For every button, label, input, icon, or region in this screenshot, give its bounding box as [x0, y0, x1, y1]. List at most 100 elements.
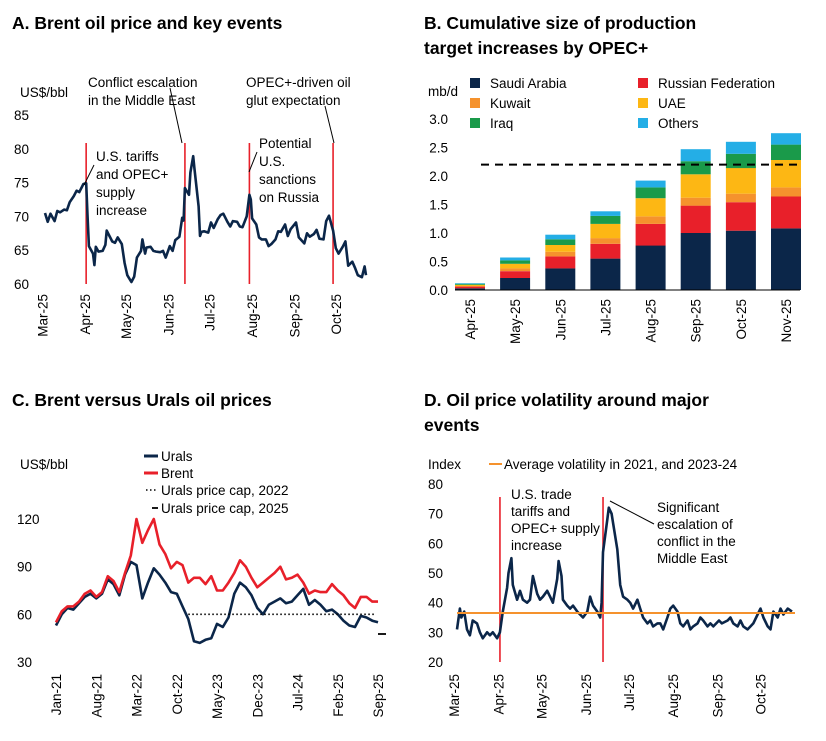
legend-label: Russian Federation — [658, 76, 775, 91]
x-tick-label: May-25 — [508, 299, 523, 344]
y-tick-label: 30 — [428, 625, 443, 640]
panel-b-title-line-1: B. Cumulative size of production — [424, 13, 696, 33]
bar-segment-saudi-arabia — [635, 245, 666, 290]
bar-segment-russian-federation — [545, 256, 576, 269]
x-tick-label: May-25 — [534, 674, 549, 719]
x-tick-label: Sep-25 — [711, 674, 726, 718]
panel-a-y-ticks: 60 65 70 75 80 85 — [14, 108, 29, 292]
annotation-line: increase — [511, 538, 562, 553]
legend-swatch — [470, 78, 480, 88]
legend-label: Urals price cap, 2022 — [161, 483, 289, 498]
panel-a-series — [43, 154, 368, 284]
panel-c-title: C. Brent versus Urals oil prices — [12, 390, 272, 410]
y-tick-label: 80 — [428, 477, 443, 492]
annotation-line: and OPEC+ — [96, 167, 169, 182]
annotation-line: sanctions — [259, 172, 316, 187]
panel-c: C. Brent versus Urals oil prices US$/bbl… — [12, 390, 386, 719]
x-tick-label: Aug-25 — [245, 294, 260, 338]
annotation-pointer — [169, 87, 183, 144]
bar-segment-russian-federation — [455, 286, 485, 289]
x-tick-label: Jul-25 — [622, 674, 637, 711]
legend-label: Brent — [161, 466, 194, 481]
panel-c-y-axis-label: US$/bbl — [20, 457, 68, 472]
brent-price-line — [43, 154, 368, 284]
y-tick-label: 0.0 — [429, 283, 448, 298]
annotation-pointer — [83, 164, 95, 186]
annotation-pointer — [609, 500, 655, 525]
annotation-line: OPEC+-driven oil — [246, 75, 351, 90]
y-tick-label: 65 — [14, 243, 29, 258]
annotation-line: increase — [96, 203, 147, 218]
annotation-line: U.S. tariffs — [96, 149, 159, 164]
panel-d-legend: Average volatility in 2021, and 2023-24 — [489, 457, 738, 472]
bar-segment-saudi-arabia — [545, 268, 576, 290]
bar-segment-iraq — [455, 283, 485, 285]
x-tick-label: Aug-25 — [644, 299, 659, 343]
annotation-pointer — [248, 151, 258, 173]
bar-segment-saudi-arabia — [455, 288, 485, 290]
y-tick-label: 90 — [17, 560, 32, 575]
bar-segment-kuwait — [455, 286, 485, 287]
y-tick-label: 30 — [17, 655, 32, 670]
panel-b-y-ticks: 0.0 0.5 1.0 1.5 2.0 2.5 3.0 — [429, 112, 448, 298]
bar-segment-russian-federation — [680, 205, 711, 233]
x-tick-label: Feb-25 — [331, 674, 346, 717]
bar-segment-kuwait — [771, 187, 801, 197]
panel-c-legend: Urals Brent Urals price cap, 2022 Urals pri… — [144, 449, 289, 516]
x-tick-label: Sep-25 — [288, 294, 303, 338]
legend-swatch — [470, 118, 480, 128]
x-tick-label: Jan-21 — [49, 674, 64, 715]
legend-label: Others — [658, 116, 699, 131]
legend-label: Kuwait — [490, 96, 531, 111]
panel-d-title-line-1: D. Oil price volatility around major — [424, 390, 709, 410]
panel-c-y-ticks: 30 60 90 120 — [17, 512, 40, 670]
y-tick-label: 2.5 — [429, 141, 448, 156]
y-tick-label: 75 — [14, 176, 29, 191]
legend-swatch — [470, 98, 480, 108]
y-tick-label: 0.5 — [429, 255, 448, 270]
x-tick-label: Mar-25 — [447, 674, 462, 717]
x-tick-label: Dec-23 — [250, 674, 265, 718]
panel-c-series — [54, 517, 386, 645]
y-tick-label: 2.0 — [429, 169, 448, 184]
y-tick-label: 40 — [428, 596, 443, 611]
panel-c-x-ticks: Jan-21 Aug-21 Mar-22 Oct-22 May-23 Dec-23 Jul-… — [49, 674, 386, 719]
y-tick-label: 80 — [14, 142, 29, 157]
annotation-line: U.S. — [259, 154, 285, 169]
annotation-line: glut expectation — [246, 93, 341, 108]
series-line-urals — [54, 560, 379, 645]
annotation-pointer — [324, 105, 335, 144]
panel-d: D. Oil price volatility around major eve… — [424, 390, 795, 719]
y-tick-label: 70 — [14, 209, 29, 224]
bar-segment-russian-federation — [771, 196, 801, 229]
x-tick-label: Sep-25 — [689, 299, 704, 343]
panel-d-x-ticks: Mar-25 Apr-25 May-25 Jun-25 Jul-25 Aug-25 Sep-… — [447, 674, 768, 719]
legend-swatch — [638, 78, 648, 88]
annotation-line: Conflict escalation — [88, 75, 198, 90]
legend-swatch — [638, 118, 648, 128]
bar-segment-iraq — [590, 215, 621, 224]
annotation-line: on Russia — [259, 190, 320, 205]
bar-segment-kuwait — [725, 193, 756, 203]
annotation-line: escalation of — [657, 517, 733, 532]
bar-segment-kuwait — [500, 268, 531, 272]
bar-segment-saudi-arabia — [771, 228, 801, 290]
bar-segment-saudi-arabia — [725, 230, 756, 290]
bar-segment-russian-federation — [635, 223, 666, 246]
bar-segment-russian-federation — [500, 271, 531, 278]
panel-b-x-ticks: Apr-25 May-25 Jun-25 Jul-25 Aug-25 Sep-25 Oct-… — [463, 299, 794, 344]
panel-b-title-line-2: target increases by OPEC+ — [424, 38, 648, 58]
bar-segment-iraq — [725, 153, 756, 169]
bar-segment-kuwait — [545, 251, 576, 257]
y-tick-label: 70 — [428, 507, 443, 522]
bar-segment-kuwait — [635, 216, 666, 224]
panel-b: B. Cumulative size of production target … — [424, 13, 801, 344]
panel-a-annotation-glut: OPEC+-driven oil glut expectation — [246, 75, 351, 108]
y-tick-label: 60 — [14, 277, 29, 292]
bar-segment-others — [725, 141, 756, 154]
x-tick-label: Jul-25 — [598, 299, 613, 336]
bar-segment-iraq — [680, 161, 711, 175]
x-tick-label: Aug-21 — [89, 674, 104, 718]
bar-segment-others — [590, 211, 621, 216]
bar-segment-saudi-arabia — [500, 278, 531, 290]
